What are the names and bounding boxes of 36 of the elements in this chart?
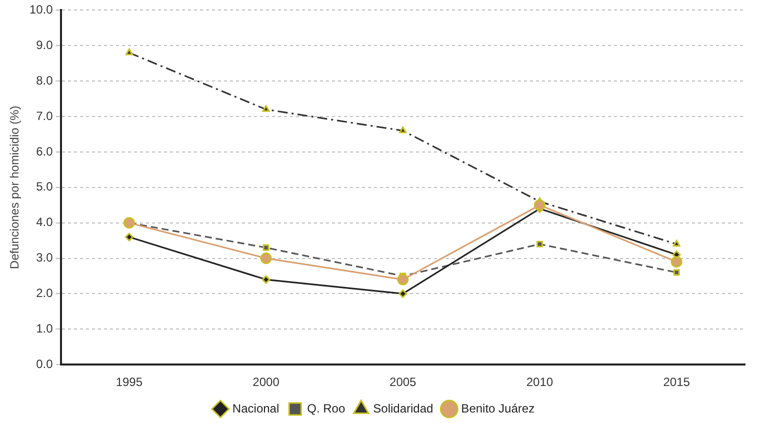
point — [124, 232, 134, 242]
y-tick-label: 9.0 — [36, 38, 54, 52]
point — [670, 256, 682, 268]
x-tick-label: 2000 — [252, 375, 280, 390]
point — [398, 289, 408, 298]
point — [125, 48, 133, 56]
y-tick-label: 7.0 — [36, 108, 54, 123]
legend-label: Benito Juárez — [461, 401, 535, 416]
point — [397, 274, 409, 286]
y-tick-label: 2.0 — [36, 286, 54, 300]
x-tick-label: 1995 — [116, 375, 143, 390]
point — [123, 217, 135, 229]
point — [672, 240, 680, 247]
point — [260, 252, 272, 264]
legend-label: Solidaridad — [373, 401, 434, 416]
x-tick-label: 2005 — [390, 375, 417, 390]
y-tick-label: 5.0 — [36, 180, 54, 194]
legend-label: Nacional — [232, 401, 280, 416]
legend-label: Q. Roo — [307, 401, 346, 416]
point — [399, 126, 407, 134]
x-tick-label: 2015 — [663, 375, 690, 390]
point — [673, 269, 680, 276]
y-tick-label: 10.0 — [29, 2, 54, 17]
point — [262, 275, 270, 284]
y-tick-label: 6.0 — [36, 144, 54, 158]
y-tick-label: 3.0 — [36, 250, 54, 265]
point — [536, 240, 543, 248]
y-tick-label: 4.0 — [36, 215, 54, 230]
point — [534, 199, 546, 211]
y-tick-label: 0.0 — [36, 356, 54, 371]
y-axis-title: Defunciones por homicidio (%) — [8, 106, 22, 270]
point — [262, 244, 270, 251]
point — [262, 105, 270, 112]
x-tick-label: 2010 — [526, 375, 554, 390]
y-tick-label: 1.0 — [36, 321, 54, 336]
y-tick-label: 8.0 — [36, 73, 54, 88]
